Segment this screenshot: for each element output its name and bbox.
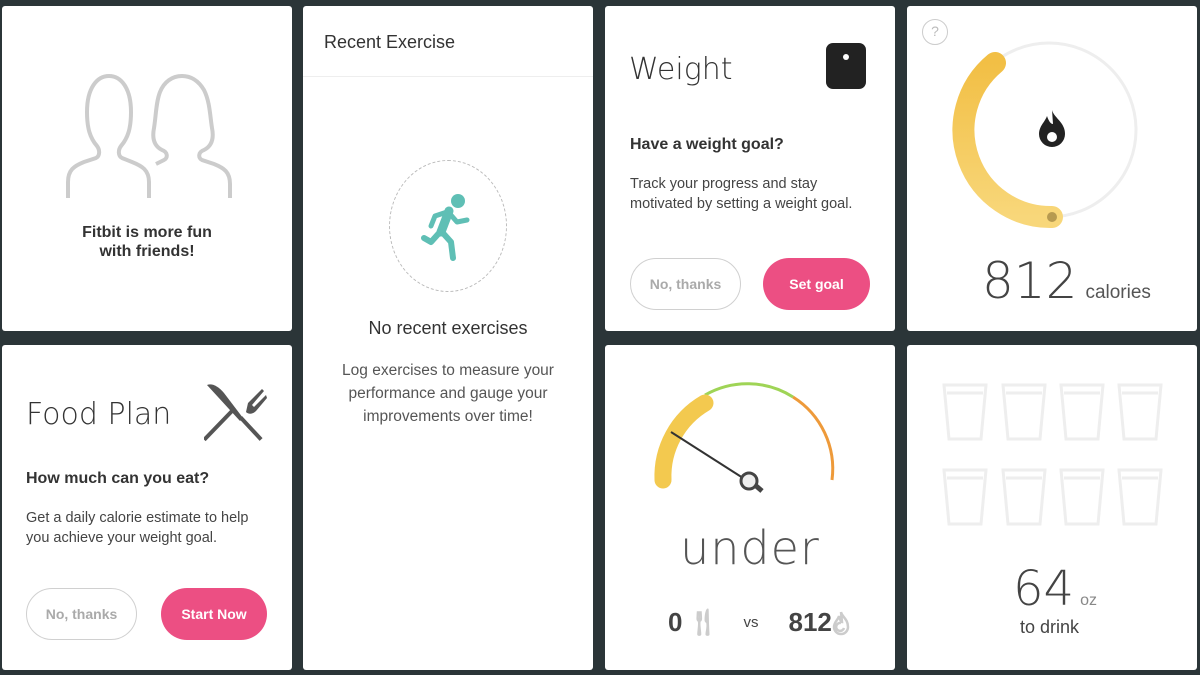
water-unit: oz (1080, 592, 1097, 609)
food-plan-desc-line1: Get a daily calorie estimate to help (26, 510, 249, 526)
friends-text-line2: with friends! (99, 243, 195, 260)
water-glass-icon[interactable] (1059, 468, 1105, 526)
water-value: 64 (1013, 561, 1075, 617)
start-now-button[interactable]: Start Now (161, 588, 267, 640)
no-thanks-button[interactable]: No, thanks (630, 258, 741, 310)
gauge-pivot (739, 471, 759, 491)
calories-value: 812 (982, 252, 1078, 310)
calorie-balance-card[interactable]: under 0 🍴︎ vs 812 (605, 345, 895, 670)
divider (303, 76, 593, 77)
exercise-desc-line3: improvements over time! (363, 408, 533, 425)
water-glass-icon[interactable] (1001, 468, 1047, 526)
exercise-desc-line2: performance and gauge your (348, 385, 548, 402)
exercise-circle (389, 160, 507, 292)
calories-unit: calories (1085, 282, 1151, 303)
food-plan-title: Food Plan (26, 397, 172, 432)
food-calories-value: 0 (668, 607, 683, 637)
gauge-green-segment (704, 382, 794, 399)
friends-text-line1: Fitbit is more fun (82, 224, 212, 241)
weight-title: Weight (629, 52, 733, 87)
exercise-desc-line1: Log exercises to measure your (342, 362, 554, 379)
fork-knife-icon (204, 384, 267, 442)
gauge-orange-segment (792, 395, 835, 481)
fork-knife-icon: 🍴︎ (686, 607, 720, 637)
calorie-gauge (654, 382, 835, 493)
ring-progress (952, 52, 1063, 229)
gauge-yellow-segment (654, 394, 714, 489)
weight-question: Have a weight goal? (630, 136, 784, 153)
running-person-icon (421, 194, 470, 261)
help-button[interactable]: ? (922, 19, 948, 45)
water-glass-icon[interactable] (1001, 383, 1047, 441)
food-plan-question: How much can you eat? (26, 470, 210, 487)
water-glass-icon[interactable] (1117, 468, 1163, 526)
no-recent-exercises: No recent exercises (368, 318, 528, 338)
gauge-needle (670, 431, 744, 479)
calories-burned-card[interactable]: ? 812 calories (907, 6, 1197, 331)
weight-desc-line1: Track your progress and stay (630, 176, 818, 192)
weight-desc-line2: motivated by setting a weight goal. (630, 196, 853, 212)
flame-icon (832, 611, 850, 635)
calorie-ring (952, 41, 1138, 229)
set-goal-button[interactable]: Set goal (763, 258, 870, 310)
water-glass-icon[interactable] (1117, 383, 1163, 441)
vs-label: vs (743, 614, 759, 631)
recent-exercise-card: Recent Exercise No recent exercises Log … (303, 6, 593, 670)
no-thanks-button[interactable]: No, thanks (26, 588, 137, 640)
water-glass-icon[interactable] (1059, 383, 1105, 441)
food-plan-desc-line2: you achieve your weight goal. (26, 530, 218, 546)
water-glass-icon[interactable] (942, 383, 988, 441)
flame-icon (1039, 110, 1065, 147)
calorie-status: under (680, 521, 820, 575)
water-label: to drink (1020, 617, 1080, 637)
water-glass-icon[interactable] (942, 468, 988, 526)
friends-card[interactable]: Fitbit is more fun with friends! (2, 6, 292, 331)
friends-icon (66, 73, 232, 198)
weight-card: Weight Have a weight goal? Track your pr… (605, 6, 895, 331)
burned-calories-value: 812 (788, 607, 832, 637)
food-plan-card: Food Plan How much can you eat? Get a da… (2, 345, 292, 670)
water-card[interactable]: 64 oz to drink (907, 345, 1197, 670)
scale-icon (826, 43, 866, 89)
recent-exercise-title: Recent Exercise (324, 32, 456, 52)
